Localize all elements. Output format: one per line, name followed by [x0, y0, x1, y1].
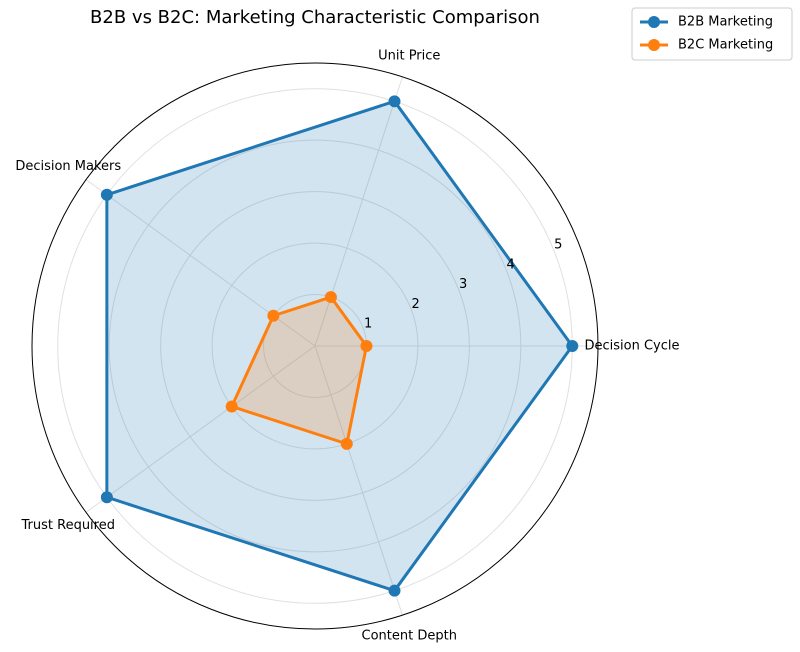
r-tick-label: 1 — [364, 317, 372, 332]
data-point — [225, 400, 238, 413]
legend-box — [631, 7, 793, 61]
data-point — [267, 309, 280, 322]
data-point — [340, 437, 353, 450]
series-area — [105, 99, 574, 593]
data-point — [100, 491, 113, 504]
spoke — [314, 345, 403, 616]
data-point — [388, 95, 401, 108]
data-point — [100, 188, 113, 201]
category-label: Content Depth — [362, 629, 457, 644]
legend-label: B2B Marketing — [678, 15, 773, 30]
r-tick-label: 4 — [507, 257, 515, 272]
legend-label: B2C Marketing — [678, 38, 773, 53]
data-point — [388, 584, 401, 597]
legend-marker — [648, 39, 660, 51]
category-label: Decision Cycle — [584, 339, 679, 354]
r-tick-label: 2 — [411, 297, 419, 312]
spoke — [85, 345, 316, 513]
category-label: Unit Price — [378, 48, 440, 63]
data-point — [324, 291, 337, 304]
data-point — [566, 340, 579, 352]
series-area — [230, 295, 368, 446]
legend: B2B Marketing B2C Marketing — [631, 7, 793, 61]
chart-title: B2B vs B2C: Marketing Characteristic Com… — [90, 7, 540, 28]
category-label: Decision Makers — [15, 159, 121, 174]
r-tick-label: 3 — [459, 277, 467, 292]
data-point — [360, 340, 373, 352]
category-label: Trust Required — [21, 518, 115, 533]
r-tick-label: 5 — [554, 238, 562, 253]
outer-frame — [31, 62, 599, 630]
legend-marker — [648, 16, 660, 28]
